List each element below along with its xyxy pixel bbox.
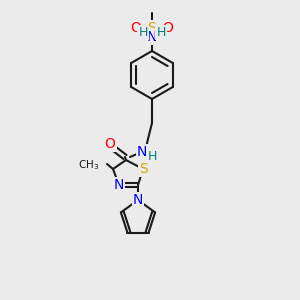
Text: H: H [147,149,157,163]
Text: H: H [156,26,166,38]
Text: H: H [138,26,148,38]
Text: O: O [130,21,141,35]
Text: N: N [114,178,124,192]
Text: N: N [133,193,143,207]
Text: S: S [148,21,156,35]
Text: CH$_3$: CH$_3$ [78,158,99,172]
Text: S: S [139,162,147,176]
Text: O: O [163,21,173,35]
Text: N: N [137,145,147,159]
Text: N: N [147,30,157,44]
Text: O: O [105,137,116,151]
